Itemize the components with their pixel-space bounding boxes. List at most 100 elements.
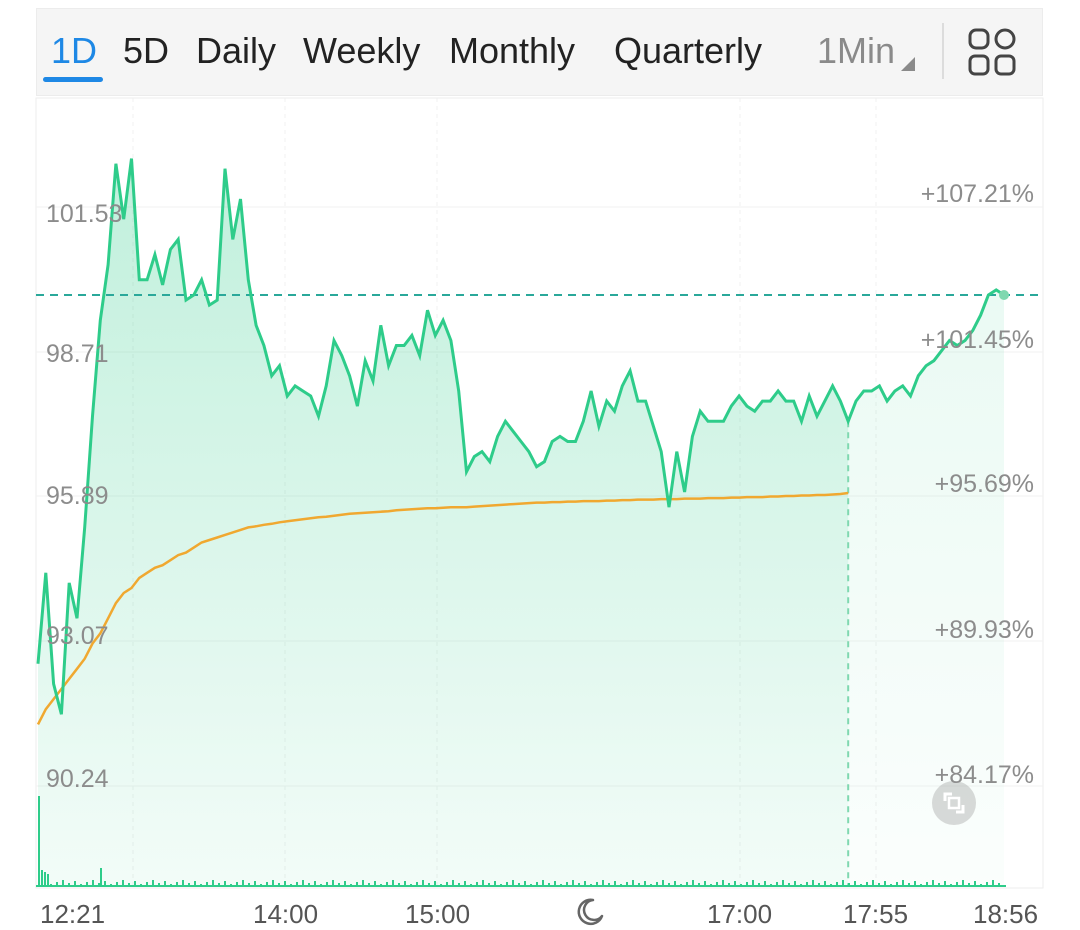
volume-bar — [278, 883, 280, 886]
volume-bar — [74, 881, 76, 886]
volume-bar — [212, 880, 214, 886]
volume-bar — [62, 880, 64, 886]
x-tick-6: 18:56 — [973, 899, 1039, 929]
volume-bar — [932, 880, 934, 886]
volume-bar — [746, 882, 748, 886]
volume-bar — [158, 883, 160, 886]
volume-bar — [428, 883, 430, 886]
volume-bar — [938, 883, 940, 886]
volume-bar — [524, 881, 526, 886]
volume-bar — [656, 882, 658, 886]
x-tick-4: 17:00 — [707, 899, 773, 929]
volume-bar — [398, 883, 400, 886]
volume-bar — [692, 880, 694, 886]
expand-button[interactable] — [932, 781, 976, 825]
volume-bar — [116, 882, 118, 886]
tab-divider — [942, 23, 944, 79]
volume-bar — [722, 880, 724, 886]
grid-layout-icon[interactable] — [967, 27, 1017, 77]
y-tick-left-3: 95.89 — [46, 482, 109, 510]
volume-bar — [926, 882, 928, 886]
volume-bar — [572, 880, 574, 886]
volume-bar — [974, 881, 976, 886]
volume-bar — [86, 882, 88, 886]
volume-bar — [176, 882, 178, 886]
volume-bar — [164, 881, 166, 886]
last-price-dot — [999, 290, 1009, 300]
volume-bar — [782, 880, 784, 886]
volume-bar — [356, 882, 358, 886]
volume-bar — [308, 883, 310, 886]
caret-down-icon — [901, 57, 915, 71]
volume-bar — [488, 883, 490, 886]
volume-bar — [236, 882, 238, 886]
volume-bar — [100, 868, 102, 886]
interval-selector[interactable]: 1Min — [817, 30, 896, 71]
x-tick-1: 12:21 — [40, 899, 106, 929]
volume-bar — [338, 883, 340, 886]
volume-bar — [704, 881, 706, 886]
x-tick-2: 14:00 — [253, 899, 319, 929]
volume-bar — [41, 870, 43, 886]
tab-5d[interactable]: 5D — [123, 30, 170, 71]
tab-1d[interactable]: 1D — [51, 30, 98, 71]
volume-bar — [272, 880, 274, 886]
volume-bar — [68, 883, 70, 886]
volume-bar — [602, 880, 604, 886]
volume-bar — [776, 882, 778, 886]
y-tick-right-4: +89.93% — [934, 616, 1034, 644]
volume-bar — [848, 883, 850, 886]
volume-bar — [368, 883, 370, 886]
y-tick-right-1: +107.21% — [920, 180, 1034, 208]
volume-bar — [734, 881, 736, 886]
volume-bar — [512, 880, 514, 886]
volume-bar — [284, 881, 286, 886]
volume-bar — [458, 883, 460, 886]
tab-quarterly[interactable]: Quarterly — [614, 30, 763, 71]
tab-weekly[interactable]: Weekly — [303, 30, 421, 71]
volume-bar — [416, 882, 418, 886]
y-tick-right-3: +95.69% — [934, 470, 1034, 498]
volume-bar — [758, 883, 760, 886]
volume-bar — [47, 874, 49, 886]
volume-bar — [614, 881, 616, 886]
volume-bar — [134, 881, 136, 886]
expand-icon — [943, 792, 965, 814]
volume-bar — [698, 883, 700, 886]
volume-bar — [968, 883, 970, 886]
volume-bar — [266, 882, 268, 886]
volume-bar — [986, 882, 988, 886]
volume-bar — [716, 882, 718, 886]
volume-bar — [476, 882, 478, 886]
volume-bar — [302, 880, 304, 886]
volume-bar — [836, 882, 838, 886]
volume-bar — [866, 882, 868, 886]
volume-bar — [998, 883, 1000, 886]
volume-bar — [794, 881, 796, 886]
volume-bar — [464, 881, 466, 886]
tab-daily[interactable]: Daily — [196, 30, 277, 71]
volume-bar — [956, 882, 958, 886]
y-tick-left-1: 101.53 — [46, 200, 123, 228]
volume-bar — [548, 883, 550, 886]
y-tick-left-2: 98.71 — [46, 340, 109, 368]
volume-bar — [632, 880, 634, 886]
volume-bar — [644, 881, 646, 886]
volume-bar — [422, 880, 424, 886]
volume-bar — [542, 880, 544, 886]
price-line — [36, 158, 1005, 715]
volume-bar — [332, 880, 334, 886]
volume-bar — [296, 882, 298, 886]
volume-bar — [884, 881, 886, 886]
tab-monthly[interactable]: Monthly — [449, 30, 576, 71]
y-tick-right-2: +101.45% — [920, 326, 1034, 354]
volume-bar — [188, 883, 190, 886]
volume-bars — [38, 796, 1000, 886]
active-tab-indicator — [43, 77, 103, 82]
volume-bar — [992, 880, 994, 886]
volume-bar — [218, 883, 220, 886]
volume-bar — [152, 880, 154, 886]
volume-bar — [122, 880, 124, 886]
volume-bar — [728, 883, 730, 886]
